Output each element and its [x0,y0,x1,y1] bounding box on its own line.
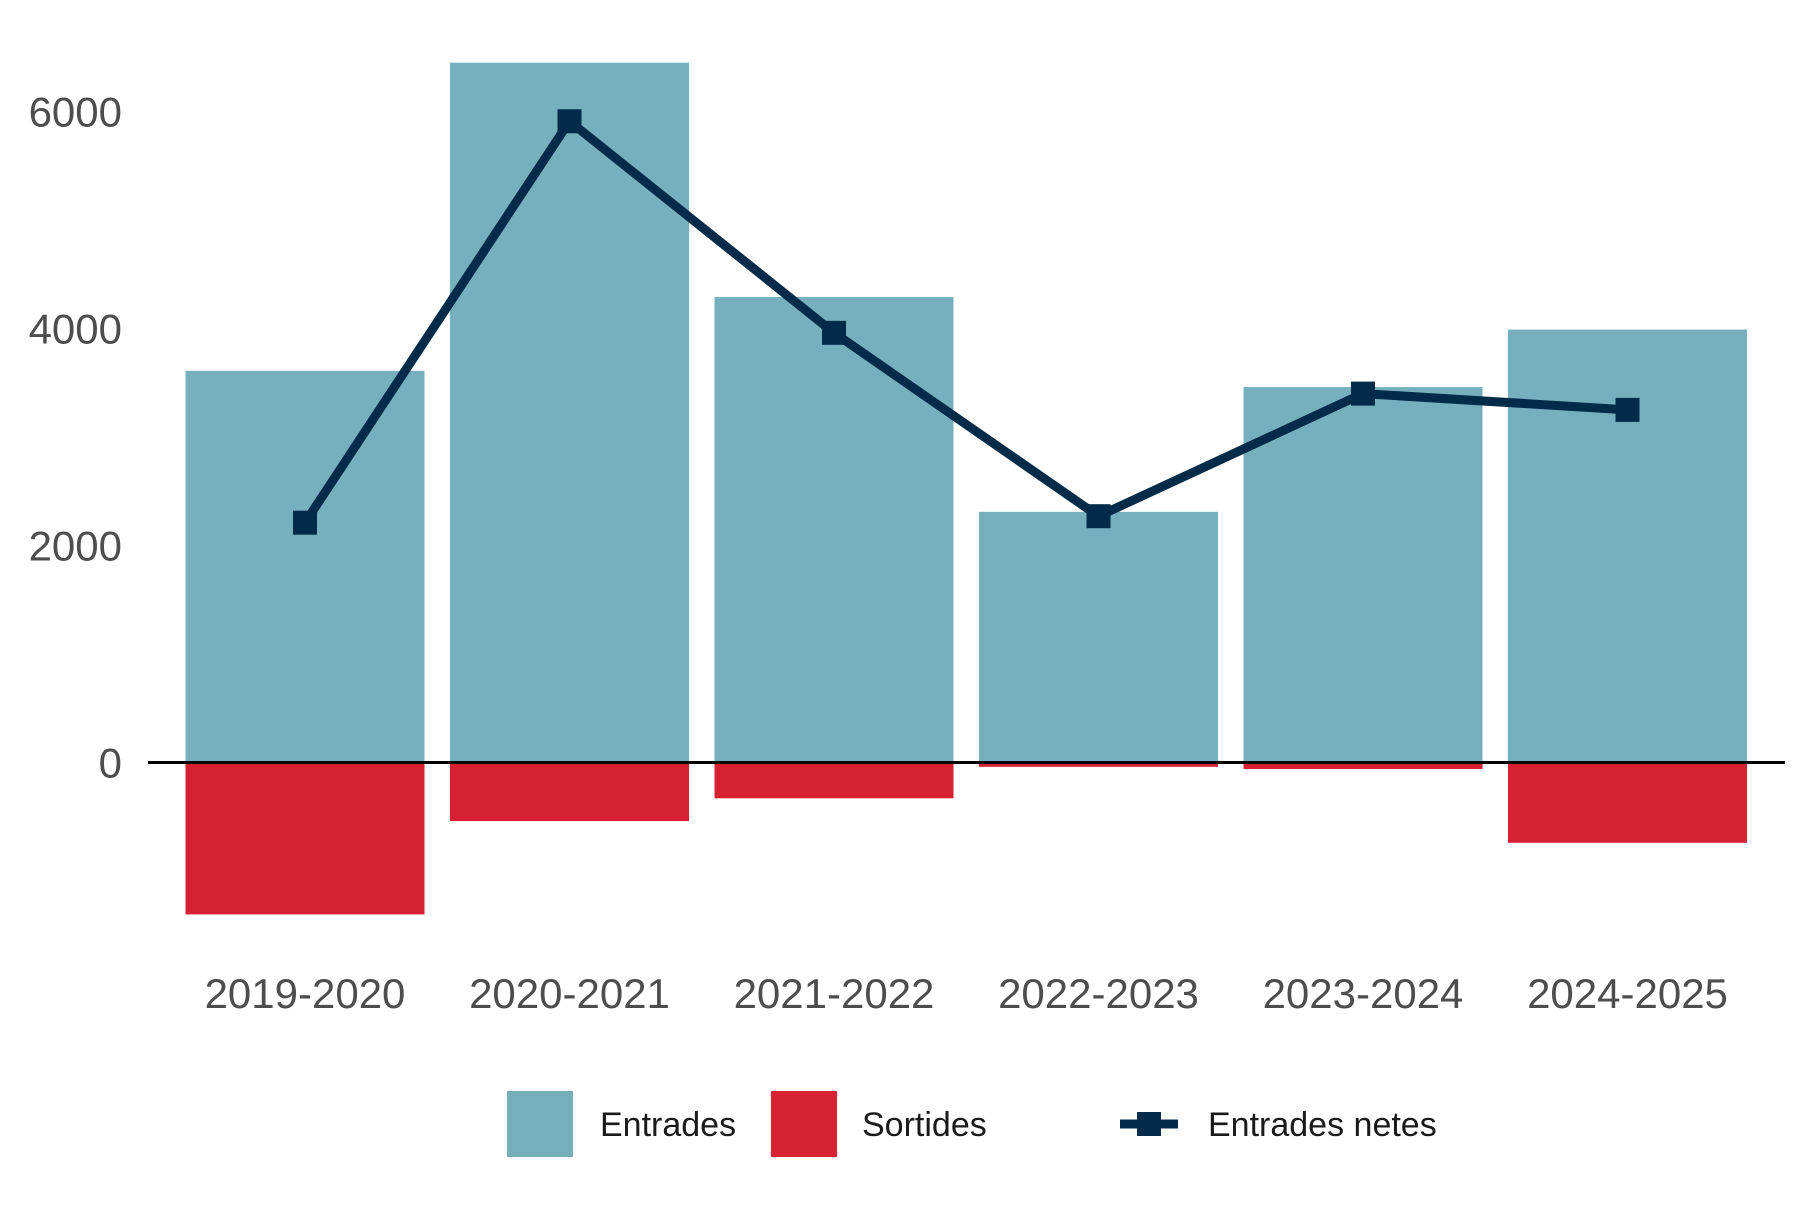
x-tick-label-2023-2024: 2023-2024 [1263,970,1464,1017]
x-tick-label-2021-2022: 2021-2022 [734,970,935,1017]
legend-marker-entrades-netes [1137,1112,1161,1136]
bar-entrades-2022-2023 [979,511,1218,763]
x-tick-label-2022-2023: 2022-2023 [998,970,1199,1017]
y-tick-label-0: 0 [99,740,122,787]
legend-label-entrades-netes: Entrades netes [1208,1106,1437,1144]
marker-entrades-netes-2020-2021 [557,109,582,134]
marker-entrades-netes-2021-2022 [822,320,846,345]
legend-swatch-sortides [771,1091,837,1157]
net-line-layer [293,109,1640,535]
legend-label-entrades: Entrades [600,1106,736,1144]
y-tick-label-4000: 4000 [29,306,122,353]
bar-sortides-2023-2024 [1243,762,1483,770]
bar-entrades-2019-2020 [185,370,425,763]
bar-sortides-2022-2023 [979,762,1218,767]
bar-entrades-2023-2024 [1243,387,1483,763]
bars-layer [185,62,1747,915]
bar-entrades-2024-2025 [1508,329,1747,763]
marker-entrades-netes-2024-2025 [1615,397,1640,422]
marker-entrades-netes-2023-2024 [1351,381,1375,406]
line-entrades-netes [301,116,1628,526]
x-tick-label-2024-2025: 2024-2025 [1527,970,1728,1017]
marker-entrades-netes-2019-2020 [293,510,317,535]
bar-sortides-2020-2021 [450,762,689,822]
x-axis: 2019-2020 2020-2021 2021-2022 2022-2023 2023… [205,970,1728,1017]
bar-sortides-2021-2022 [714,762,954,799]
legend: Entrades Sortides Entrades netes [507,1091,1437,1157]
legend-label-sortides: Sortides [862,1106,987,1144]
marker-entrades-netes-2022-2023 [1086,504,1111,529]
bar-sortides-2019-2020 [185,762,425,915]
legend-swatch-entrades [507,1091,573,1157]
x-tick-label-2019-2020: 2019-2020 [205,970,406,1017]
bar-sortides-2024-2025 [1508,762,1747,843]
y-tick-label-6000: 6000 [29,89,122,136]
y-tick-label-2000: 2000 [29,523,122,570]
y-axis: 0 2000 4000 6000 [29,89,122,787]
x-tick-label-2020-2021: 2020-2021 [469,970,670,1017]
bar-entrades-2020-2021 [450,62,689,763]
bar-entrades-2021-2022 [714,297,954,763]
